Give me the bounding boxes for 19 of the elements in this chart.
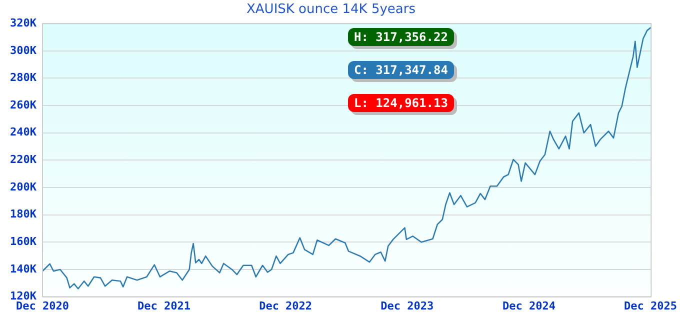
y-tick-label: 140K [10,262,37,276]
y-tick-label: 180K [10,208,37,221]
x-tick-label: Dec 2023 [380,299,434,312]
x-tick-label: Dec 2022 [259,299,312,312]
y-tick-label: 260K [10,98,37,112]
x-tick-label: Dec 2025 [624,299,677,312]
y-tick-label: 300K [10,44,37,57]
chart-title: XAUISK ounce 14K 5years [246,2,416,18]
x-tick-label: Dec 2021 [138,299,191,312]
annotation: H: 317,356.22 [348,28,454,46]
annotation: C: 317,347.84 [348,61,454,79]
annotation: L: 124,961.13 [348,94,454,112]
y-tick-label: 240K [10,126,37,139]
x-tick-label: Dec 2024 [502,299,556,312]
y-tick-label: 200K [10,180,37,194]
y-tick-label: 320K [10,16,37,30]
y-tick-label: 160K [10,235,37,248]
y-tick-label: 280K [10,71,37,84]
y-tick-label: 220K [10,153,37,166]
